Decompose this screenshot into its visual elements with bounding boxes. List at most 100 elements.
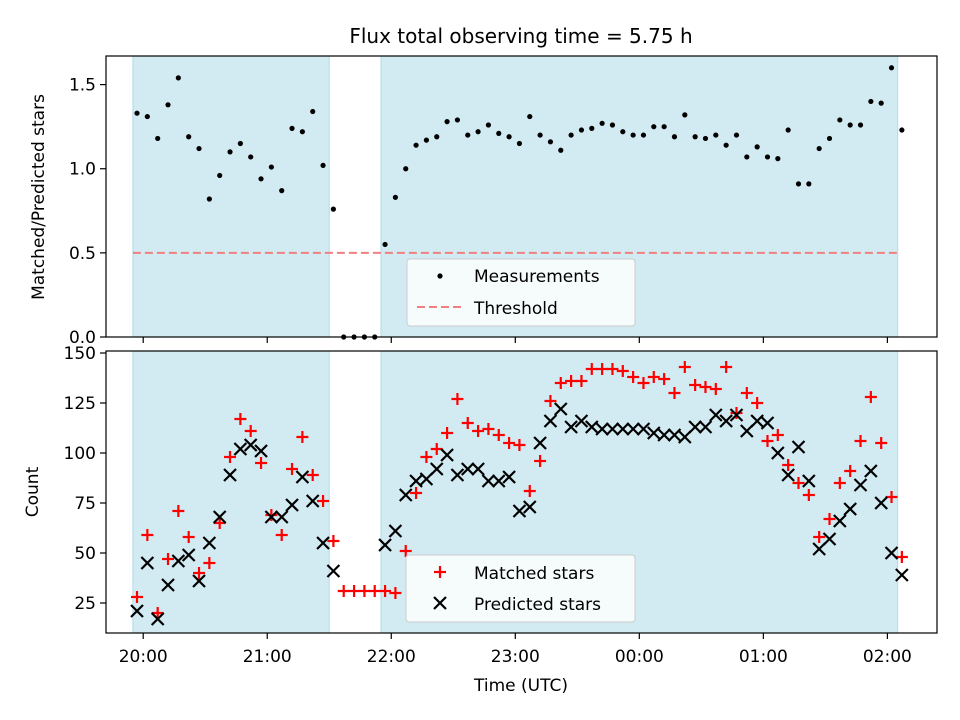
matched-star-point bbox=[813, 531, 826, 543]
measurement-point bbox=[713, 132, 719, 138]
bottom-legend-box bbox=[405, 554, 636, 623]
measurement-point bbox=[723, 142, 729, 148]
measurement-point bbox=[382, 241, 388, 248]
measurement-point bbox=[155, 135, 161, 142]
predicted-star-point bbox=[409, 474, 423, 488]
measurement-point bbox=[806, 181, 812, 187]
matched-star-point bbox=[689, 379, 702, 391]
predicted-star-point bbox=[481, 474, 496, 488]
predicted-star-point bbox=[254, 444, 268, 458]
top-y-tick-label: 1.0 bbox=[69, 160, 96, 180]
measurements-series bbox=[134, 65, 905, 340]
predicted-star-point bbox=[884, 546, 899, 560]
matched-star-point bbox=[337, 585, 350, 597]
bottom-y-tick-label: 150 bbox=[64, 344, 96, 364]
predicted-star-point bbox=[429, 462, 444, 476]
predicted-star-point bbox=[181, 548, 196, 562]
measurement-point bbox=[816, 145, 822, 152]
matched-star-point bbox=[854, 435, 867, 447]
matched-star-point bbox=[730, 407, 743, 419]
legend-predicted-marker bbox=[433, 596, 447, 610]
predicted-star-point bbox=[667, 428, 682, 442]
x-tick-label: 02:00 bbox=[863, 647, 912, 667]
predicted-star-point bbox=[192, 574, 206, 588]
predicted-star-point bbox=[502, 470, 516, 484]
matched-star-point bbox=[441, 427, 454, 439]
measurement-point bbox=[857, 122, 864, 128]
matched-star-point bbox=[317, 495, 330, 507]
predicted-star-point bbox=[440, 448, 454, 462]
measurement-point bbox=[134, 110, 140, 116]
predicted-star-point bbox=[285, 498, 299, 512]
measurement-point bbox=[692, 134, 698, 140]
matched-star-point bbox=[782, 459, 795, 471]
matched-star-point bbox=[503, 437, 516, 449]
measurement-point bbox=[671, 134, 678, 140]
matched-star-point bbox=[534, 455, 547, 467]
predicted-star-point bbox=[171, 554, 186, 568]
predicted-star-point bbox=[771, 446, 785, 460]
x-tick-label: 00:00 bbox=[615, 647, 664, 667]
measurement-point bbox=[899, 127, 905, 133]
legend-measurements-label: Measurements bbox=[474, 267, 600, 287]
measurement-point bbox=[516, 140, 523, 147]
bottom-y-tick-label: 125 bbox=[64, 394, 96, 414]
measurement-point bbox=[186, 134, 192, 140]
predicted-star-point bbox=[750, 414, 764, 428]
predicted-star-point bbox=[833, 514, 847, 528]
matched-star-point bbox=[575, 375, 588, 387]
legend-predicted-label: Predicted stars bbox=[474, 595, 601, 615]
bottom-x-axis: 20:00 21:00 22:00 23:00 00:00 01:00 02:00 bbox=[119, 633, 912, 667]
matched-star-point bbox=[513, 439, 526, 451]
predicted-star-point bbox=[853, 478, 868, 492]
matched-star-point bbox=[709, 383, 722, 395]
measurement-point bbox=[640, 132, 647, 138]
measurement-point bbox=[165, 102, 171, 108]
top-legend: Measurements Threshold bbox=[406, 258, 636, 327]
matched-star-point bbox=[131, 591, 144, 603]
bottom-y-axis: 25 50 75 100 125 150 bbox=[64, 344, 106, 614]
measurement-point bbox=[599, 120, 605, 126]
predicted-star-point bbox=[740, 424, 754, 438]
measurement-point bbox=[764, 154, 771, 160]
bottom-y-axis-label: Count bbox=[23, 466, 43, 517]
predicted-star-point bbox=[564, 420, 578, 434]
matched-star-point bbox=[792, 477, 805, 489]
predicted-star-point bbox=[295, 470, 310, 484]
matched-star-point bbox=[740, 387, 753, 399]
predicted-star-point bbox=[543, 414, 558, 428]
matched-star-point bbox=[647, 371, 660, 383]
measurement-point bbox=[475, 129, 481, 135]
measurement-point bbox=[888, 65, 895, 71]
matched-star-point bbox=[141, 529, 154, 541]
predicted-star-point bbox=[460, 462, 475, 476]
matched-star-point bbox=[761, 435, 774, 447]
predicted-star-point bbox=[316, 536, 330, 550]
predicted-star-point bbox=[491, 474, 506, 488]
predicted-star-point bbox=[419, 472, 434, 486]
matched-star-point bbox=[296, 431, 309, 443]
predicted-star-point bbox=[626, 422, 640, 436]
predicted-star-point bbox=[553, 402, 568, 416]
measurement-point bbox=[785, 127, 791, 133]
measurement-point bbox=[144, 113, 150, 120]
bottom-legend: Matched stars Predicted stars bbox=[405, 554, 636, 623]
predicted-star-point bbox=[130, 604, 144, 618]
predicted-star-point bbox=[657, 428, 671, 442]
measurement-point bbox=[310, 108, 316, 115]
measurement-point bbox=[217, 172, 223, 179]
measurement-point bbox=[661, 124, 667, 130]
measurement-point bbox=[578, 127, 585, 133]
predicted-star-point bbox=[161, 578, 175, 592]
matched-star-point bbox=[771, 429, 784, 441]
matched-star-point bbox=[151, 607, 164, 619]
measurement-point bbox=[496, 130, 502, 137]
top-y-tick-label: 0.5 bbox=[69, 244, 96, 264]
predicted-star-point bbox=[450, 468, 465, 482]
predicted-star-point bbox=[212, 510, 227, 524]
predicted-star-point bbox=[150, 612, 165, 626]
predicted-star-point bbox=[274, 510, 289, 524]
matched-star-point bbox=[286, 463, 299, 475]
measurement-point bbox=[558, 147, 564, 153]
measurement-point bbox=[826, 135, 833, 142]
